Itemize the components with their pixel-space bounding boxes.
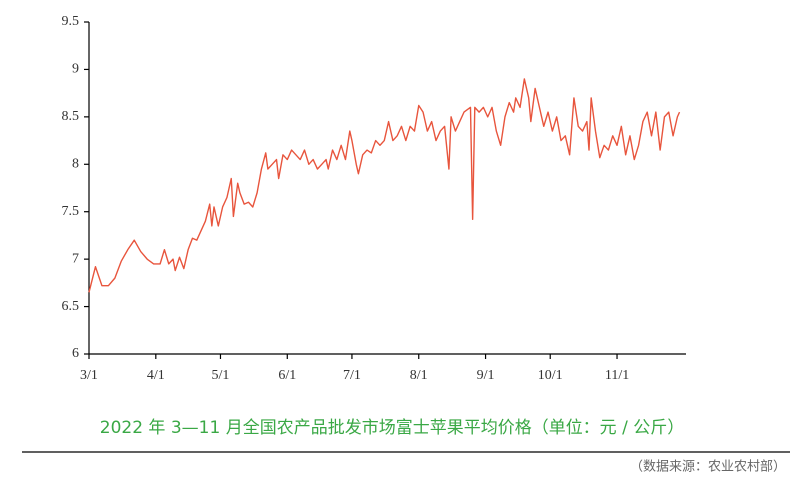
y-tick-label: 9.5 [62, 14, 80, 29]
chart-title: 2022 年 3—11 月全国农产品批发市场富士苹果平均价格（单位：元 / 公斤… [100, 418, 684, 438]
y-tick-label: 7 [72, 251, 79, 266]
x-tick-label: 6/1 [278, 368, 296, 383]
y-tick-label: 8.5 [62, 109, 80, 124]
x-tick-label: 11/1 [605, 368, 629, 383]
y-tick-label: 8 [72, 157, 79, 172]
x-tick-label: 9/1 [477, 368, 495, 383]
x-tick-label: 4/1 [147, 368, 165, 383]
y-tick-label: 6.5 [62, 299, 80, 314]
x-tick-label: 5/1 [212, 368, 230, 383]
y-tick-label: 9 [72, 62, 79, 77]
x-tick-label: 7/1 [343, 368, 361, 383]
y-tick-label: 7.5 [62, 204, 80, 219]
source-note: （数据来源：农业农村部） [630, 460, 786, 475]
x-tick-label: 3/1 [80, 368, 98, 383]
y-tick-label: 6 [72, 346, 79, 361]
x-tick-label: 8/1 [410, 368, 428, 383]
price-line [88, 78, 681, 293]
x-tick-label: 10/1 [538, 368, 563, 383]
